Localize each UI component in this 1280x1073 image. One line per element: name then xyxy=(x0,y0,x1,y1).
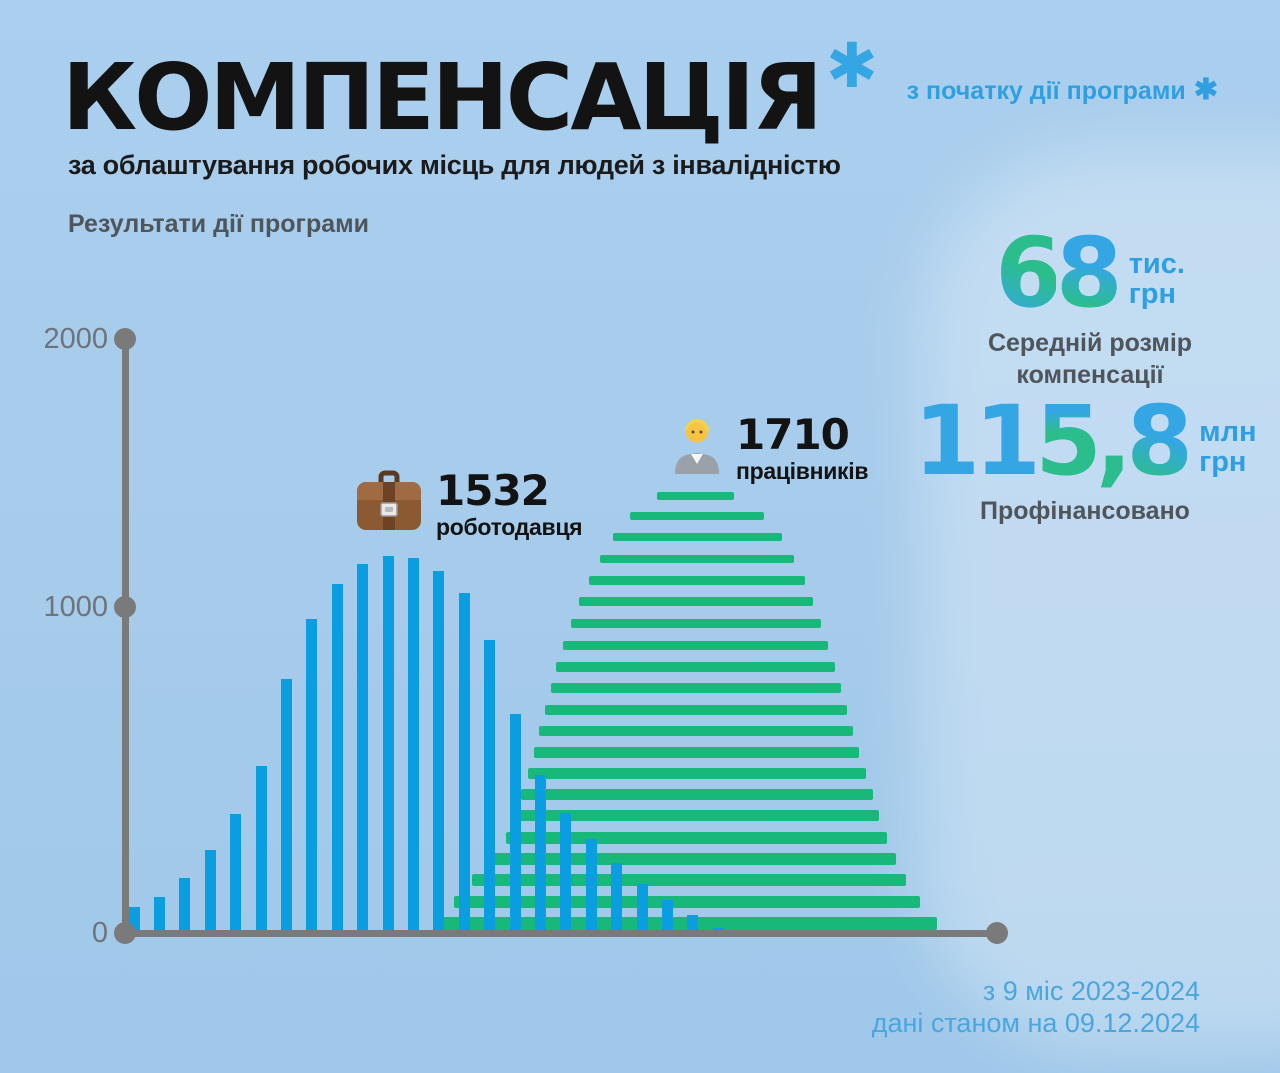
green-bar xyxy=(545,705,847,715)
blue-bar xyxy=(458,593,470,933)
callout-workers: 1710 працівників xyxy=(672,414,868,485)
green-bar xyxy=(514,810,879,821)
blue-bar xyxy=(585,839,597,933)
stat-average-label: Середній розмір компенсації xyxy=(935,327,1245,392)
blue-bar xyxy=(357,564,369,933)
blue-bar xyxy=(611,863,623,933)
y-axis-tick-dot xyxy=(114,922,136,944)
page-subtitle: за облаштування робочих місць для людей … xyxy=(68,150,841,180)
green-bar xyxy=(657,492,734,500)
green-bar xyxy=(589,576,805,585)
stat-label-line: Профінансовано xyxy=(980,496,1190,525)
stat-funded-value: 115,8 xyxy=(913,393,1193,489)
stat-label-line: компенсації xyxy=(1016,361,1164,390)
blue-bar xyxy=(382,556,394,933)
blue-bar xyxy=(128,907,140,933)
green-bar xyxy=(506,832,887,844)
green-bar xyxy=(528,768,866,779)
y-axis-tick-dot xyxy=(114,328,136,350)
blue-bar xyxy=(560,813,572,933)
stat-funded-total: 115,8 млн грн Профінансовано xyxy=(895,393,1275,528)
workers-count: 1710 xyxy=(736,410,850,459)
blue-bar xyxy=(661,900,673,933)
stat-unit-line: грн xyxy=(1199,445,1247,478)
blue-bar xyxy=(179,878,191,933)
green-bar xyxy=(579,597,813,606)
blue-bar xyxy=(306,619,318,933)
green-bar xyxy=(534,747,859,758)
blue-bar xyxy=(407,558,419,933)
stat-unit-line: млн xyxy=(1199,415,1257,448)
footer-data-date: дані станом на 09.12.2024 xyxy=(871,1007,1200,1038)
y-axis-line xyxy=(121,339,129,933)
stat-digit: 1 xyxy=(974,385,1041,497)
stat-label-line: Середній розмір xyxy=(987,328,1193,357)
stat-unit-line: грн xyxy=(1128,277,1176,310)
green-bar xyxy=(521,789,873,800)
green-bar xyxy=(563,641,828,650)
green-bar xyxy=(472,874,906,886)
stat-digit: 8 xyxy=(1126,385,1193,497)
stat-digit: 1 xyxy=(913,385,980,497)
page-title-text: КОМПЕНСАЦІЯ xyxy=(62,44,823,151)
y-axis-tick-dot xyxy=(114,596,136,618)
y-axis-tick-label: 2000 xyxy=(43,323,108,355)
blue-bar xyxy=(534,775,546,933)
green-bar xyxy=(571,619,821,628)
green-bar xyxy=(551,683,841,693)
green-bar xyxy=(600,555,794,563)
blue-bar xyxy=(230,814,242,933)
blue-bar xyxy=(204,850,216,933)
green-bar xyxy=(613,533,782,541)
x-axis-line xyxy=(125,929,997,937)
note-asterisk-icon: ✱ xyxy=(1193,74,1218,106)
stat-funded-unit: млн грн xyxy=(1199,415,1257,479)
y-axis-tick-label: 0 xyxy=(91,917,108,949)
stat-digit: 6 xyxy=(995,217,1062,329)
x-axis-end-dot xyxy=(986,922,1008,944)
green-bar xyxy=(454,896,920,908)
blue-bar xyxy=(280,679,292,933)
blue-bar xyxy=(331,584,343,933)
blue-bar xyxy=(153,897,165,933)
callout-employers: 1532 роботодавця xyxy=(356,466,583,541)
stat-digit: 8 xyxy=(1055,217,1123,329)
blue-bar xyxy=(509,714,521,933)
blue-bar xyxy=(484,640,496,933)
footer-period: з 9 міс 2023-2024 xyxy=(982,976,1200,1006)
briefcase-icon xyxy=(357,470,421,530)
title-asterisk-icon: ✱ xyxy=(825,29,878,102)
stat-digit: 5 xyxy=(1035,385,1102,497)
stat-digit: , xyxy=(1095,385,1133,497)
employers-count: 1532 xyxy=(436,466,550,515)
workers-label: працівників xyxy=(736,458,869,484)
green-bar xyxy=(539,726,853,736)
corner-note: з початку дії програми ✱ xyxy=(907,72,1218,107)
section-label: Результати дії програми xyxy=(68,210,369,238)
green-bar xyxy=(556,662,835,672)
page-title: КОМПЕНСАЦІЯ✱ xyxy=(62,35,878,144)
blue-bar xyxy=(255,766,267,933)
office-worker-icon xyxy=(675,419,719,474)
background-glow-shape xyxy=(920,150,1280,1050)
green-bar xyxy=(630,512,764,520)
blue-bar xyxy=(687,915,699,933)
stat-unit-line: тис. xyxy=(1128,247,1185,280)
footer-note: з 9 міс 2023-2024 дані станом на 09.12.2… xyxy=(872,976,1200,1040)
stat-average-compensation: 68 тис. грн Середній розмір компенсації xyxy=(935,225,1245,392)
corner-note-text: з початку дії програми xyxy=(906,77,1186,105)
green-bar xyxy=(491,853,896,865)
stat-average-unit: тис. грн xyxy=(1128,247,1185,311)
stat-average-value: 68 xyxy=(995,225,1123,321)
y-axis-tick-label: 1000 xyxy=(43,591,108,623)
blue-bar xyxy=(636,884,648,933)
stat-funded-label: Профінансовано xyxy=(895,495,1275,528)
employers-label: роботодавця xyxy=(436,514,583,540)
blue-bar xyxy=(433,571,445,933)
